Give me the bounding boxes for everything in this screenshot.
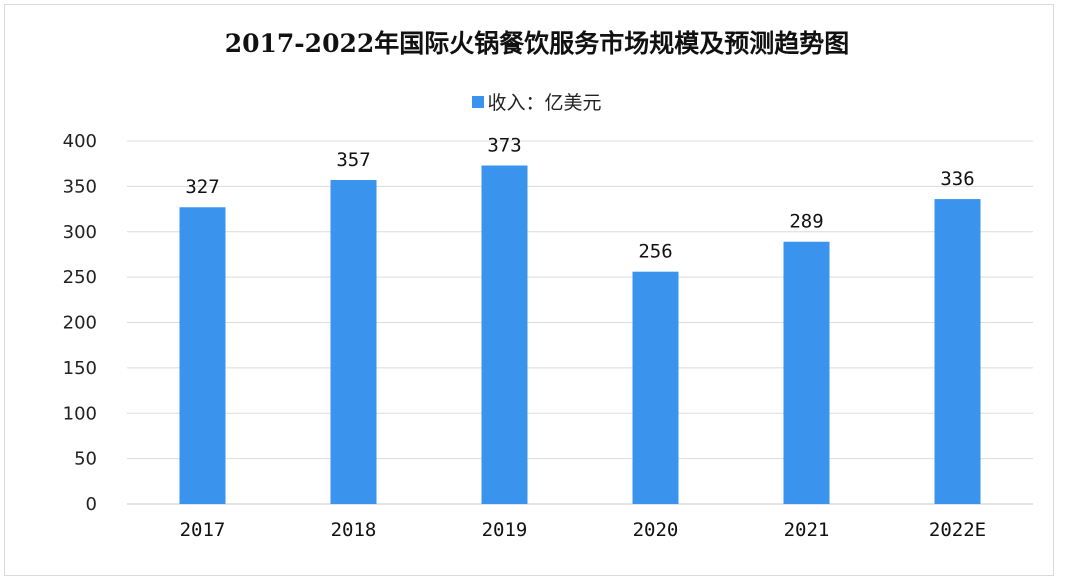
bar-2020 — [632, 271, 679, 504]
x-tick-label: 2017 — [180, 519, 226, 541]
y-tick-label: 300 — [63, 222, 97, 243]
y-tick-label: 0 — [86, 494, 97, 515]
y-tick-label: 50 — [74, 449, 97, 470]
y-tick-label: 100 — [63, 403, 97, 424]
y-tick-label: 350 — [63, 176, 97, 197]
x-tick-label: 2019 — [482, 519, 528, 541]
data-label: 327 — [185, 176, 219, 198]
x-tick-label: 2021 — [784, 519, 830, 541]
data-label: 373 — [487, 135, 521, 157]
y-tick-label: 250 — [63, 267, 97, 288]
bar-2018 — [330, 180, 377, 504]
legend-swatch — [472, 96, 485, 108]
y-tick-label: 200 — [63, 313, 97, 334]
x-tick-label: 2018 — [331, 519, 377, 541]
bar-2021 — [783, 241, 830, 505]
data-label: 336 — [940, 168, 974, 190]
legend-label: 收入：亿美元 — [487, 92, 602, 114]
data-label: 289 — [789, 211, 823, 233]
data-label: 357 — [336, 149, 370, 171]
x-tick-label: 2022E — [929, 519, 986, 541]
bar-2019 — [481, 165, 528, 504]
bar-2017 — [179, 207, 226, 504]
legend: 收入：亿美元 — [0, 88, 1074, 115]
chart-title: 2017-2022年国际火锅餐饮服务市场规模及预测趋势图 — [224, 29, 850, 58]
y-tick-label: 150 — [63, 358, 97, 379]
bar-2022E — [934, 199, 981, 504]
x-tick-label: 2020 — [633, 519, 679, 541]
y-tick-label: 400 — [63, 131, 97, 152]
data-label: 256 — [638, 241, 672, 263]
